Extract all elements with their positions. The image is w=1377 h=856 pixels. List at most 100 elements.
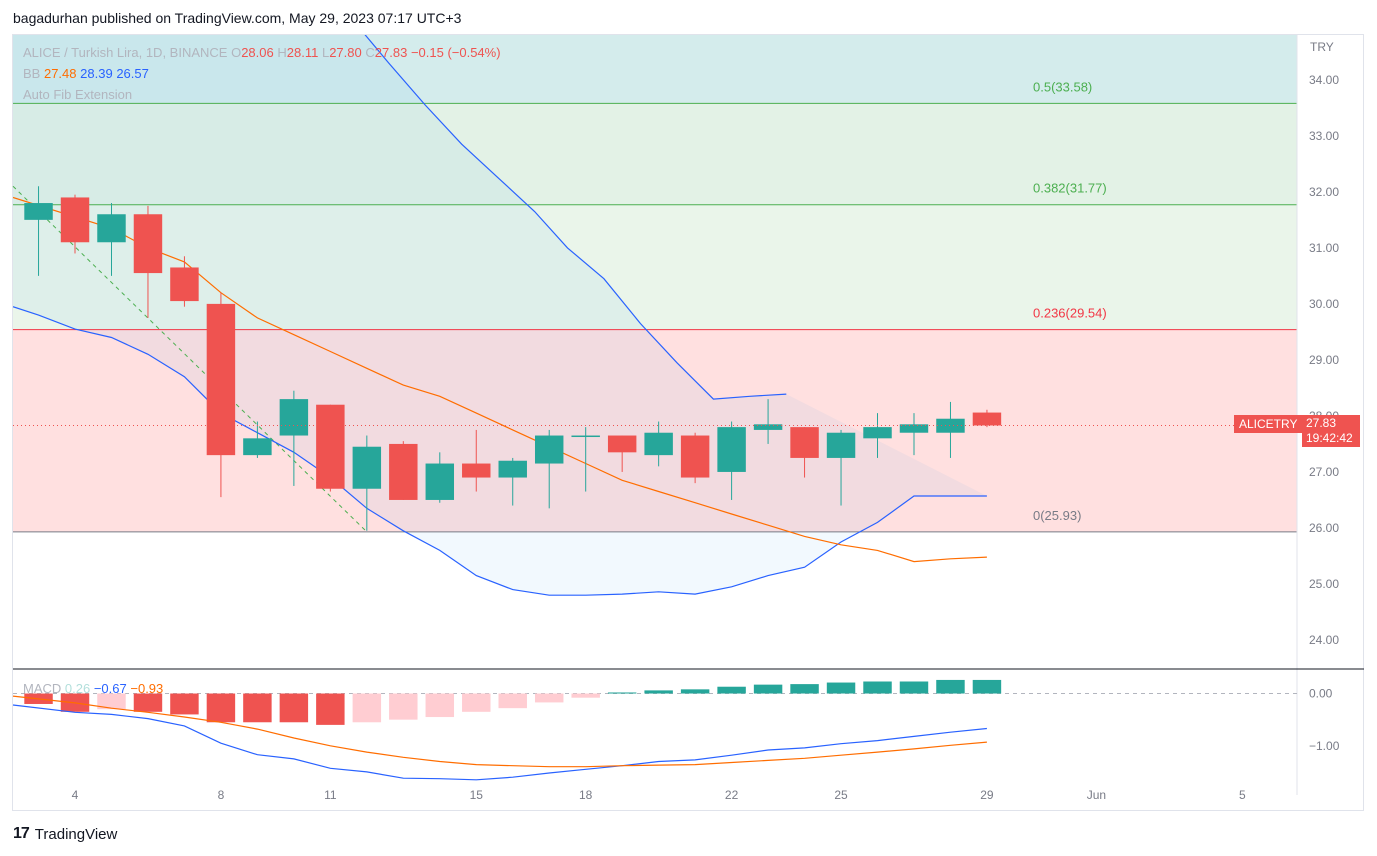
high-value: 28.11 [286,45,319,60]
time-tick-label: 18 [579,788,593,802]
candle-body [899,424,929,433]
candle-body [170,267,199,302]
last-price: 27.83 [1306,416,1337,430]
bb-lower-value: 26.57 [116,66,149,81]
footer[interactable]: 17 TradingView [13,825,117,843]
macd-hist-bar [425,693,455,718]
candle-body [243,438,272,456]
macd-hist-bar [316,693,345,725]
macd-hist-bar [279,693,309,723]
candle-body [316,404,345,489]
fib-level-label: 0(25.93) [1033,508,1081,523]
time-tick-label: 25 [834,788,848,802]
macd-tick-label: −1.00 [1309,739,1340,753]
fib-zone-top [13,35,1297,104]
candle-body [571,435,600,438]
price-tick-label: 27.00 [1309,465,1339,479]
price-tick-label: 29.00 [1309,353,1339,367]
macd-hist-bar [133,693,163,712]
price-tick-label: 30.00 [1309,297,1339,311]
macd-hist-bar [607,692,637,694]
time-tick-label: 5 [1239,788,1246,802]
candle-body [753,424,783,430]
macd-hist-bar [243,693,272,723]
low-value: 27.80 [329,45,362,60]
fib-level-label: 0.382(31.77) [1033,181,1107,196]
candle-body [279,399,309,436]
macd-hist-bar [644,690,673,694]
bb-upper-line [364,35,787,400]
candle-body [60,197,90,243]
macd-line [12,704,987,781]
macd-hist-bar [717,686,746,694]
candle-body [607,435,637,453]
close-value: 27.83 [374,45,408,60]
symbol-legend[interactable]: ALICE / Turkish Lira, 1D, BINANCE O28.06… [23,45,501,60]
macd-hist-bar [389,693,418,720]
candle-body [936,418,965,433]
tradingview-logo-icon: 17 [13,825,30,842]
chart-frame [12,34,1364,811]
macd-hist-bar [826,682,856,694]
candle-body [863,427,892,439]
price-tick-label: 26.00 [1309,521,1339,535]
candle-body [790,427,819,458]
symbol-name: ALICE / Turkish Lira, 1D, BINANCE [23,45,228,60]
fib-zone-0382-05 [13,103,1297,205]
candle-body [680,435,710,478]
bb-legend[interactable]: BB 27.48 28.39 26.57 [23,66,149,81]
macd-legend[interactable]: MACD 0.26 −0.67 −0.93 [23,681,163,696]
macd-hist-bar [97,693,126,710]
macd-hist-bar [680,689,710,694]
price-tick-label: 31.00 [1309,241,1339,255]
time-tick-label: 22 [725,788,739,802]
bb-lower-line [13,306,987,596]
price-tick-label: 32.00 [1309,185,1339,199]
bb-label: BB [23,66,41,81]
candle-body [972,412,1002,426]
time-tick-label: 29 [980,788,994,802]
macd-label: MACD [23,681,62,696]
published-info: bagadurhan published on TradingView.com,… [13,10,462,26]
bb-upper-value: 28.39 [80,66,113,81]
price-tick-label: 33.00 [1309,129,1339,143]
fib-level-label: 0.5(33.58) [1033,79,1092,94]
candle-body [425,463,455,500]
candle-body [534,435,564,464]
close-label: C [365,45,375,60]
open-value: 28.06 [241,45,274,60]
brand-name: TradingView [34,825,118,843]
price-tick-label: 24.00 [1309,633,1339,647]
bar-countdown: 19:42:42 [1306,431,1353,445]
macd-hist-bar [936,679,965,694]
macd-hist-bar [534,693,564,703]
change-value: −0.15 (−0.54%) [410,45,501,60]
macd-hist-bar [352,693,382,723]
price-tick-label: 34.00 [1309,73,1339,87]
candle-body [644,432,673,456]
currency-label: TRY [1310,40,1334,54]
fib-level-label: 0.236(29.54) [1033,306,1107,321]
time-tick-label: Jun [1087,788,1106,802]
macd-line-value: −0.67 [93,681,127,696]
fib-trend-line [12,185,368,533]
macd-signal-value: −0.93 [130,681,164,696]
macd-hist-bar [571,693,600,698]
open-label: O [231,45,242,60]
time-tick-label: 4 [72,788,79,802]
macd-hist-bar [462,693,491,712]
time-tick-label: 8 [218,788,225,802]
bb-basis-value: 27.48 [43,66,77,81]
fib-legend[interactable]: Auto Fib Extension [23,87,132,102]
macd-hist-bar [972,679,1002,694]
macd-hist-bar [863,681,892,694]
price-axis-tag: 27.83 19:42:42 [1302,415,1360,447]
low-label: L [321,45,330,60]
macd-hist-bar [170,693,199,715]
candle-body [133,214,163,274]
macd-hist-bar [498,693,527,709]
candle-body [24,203,53,220]
macd-hist-bar [206,693,236,723]
candle-body [462,463,491,478]
